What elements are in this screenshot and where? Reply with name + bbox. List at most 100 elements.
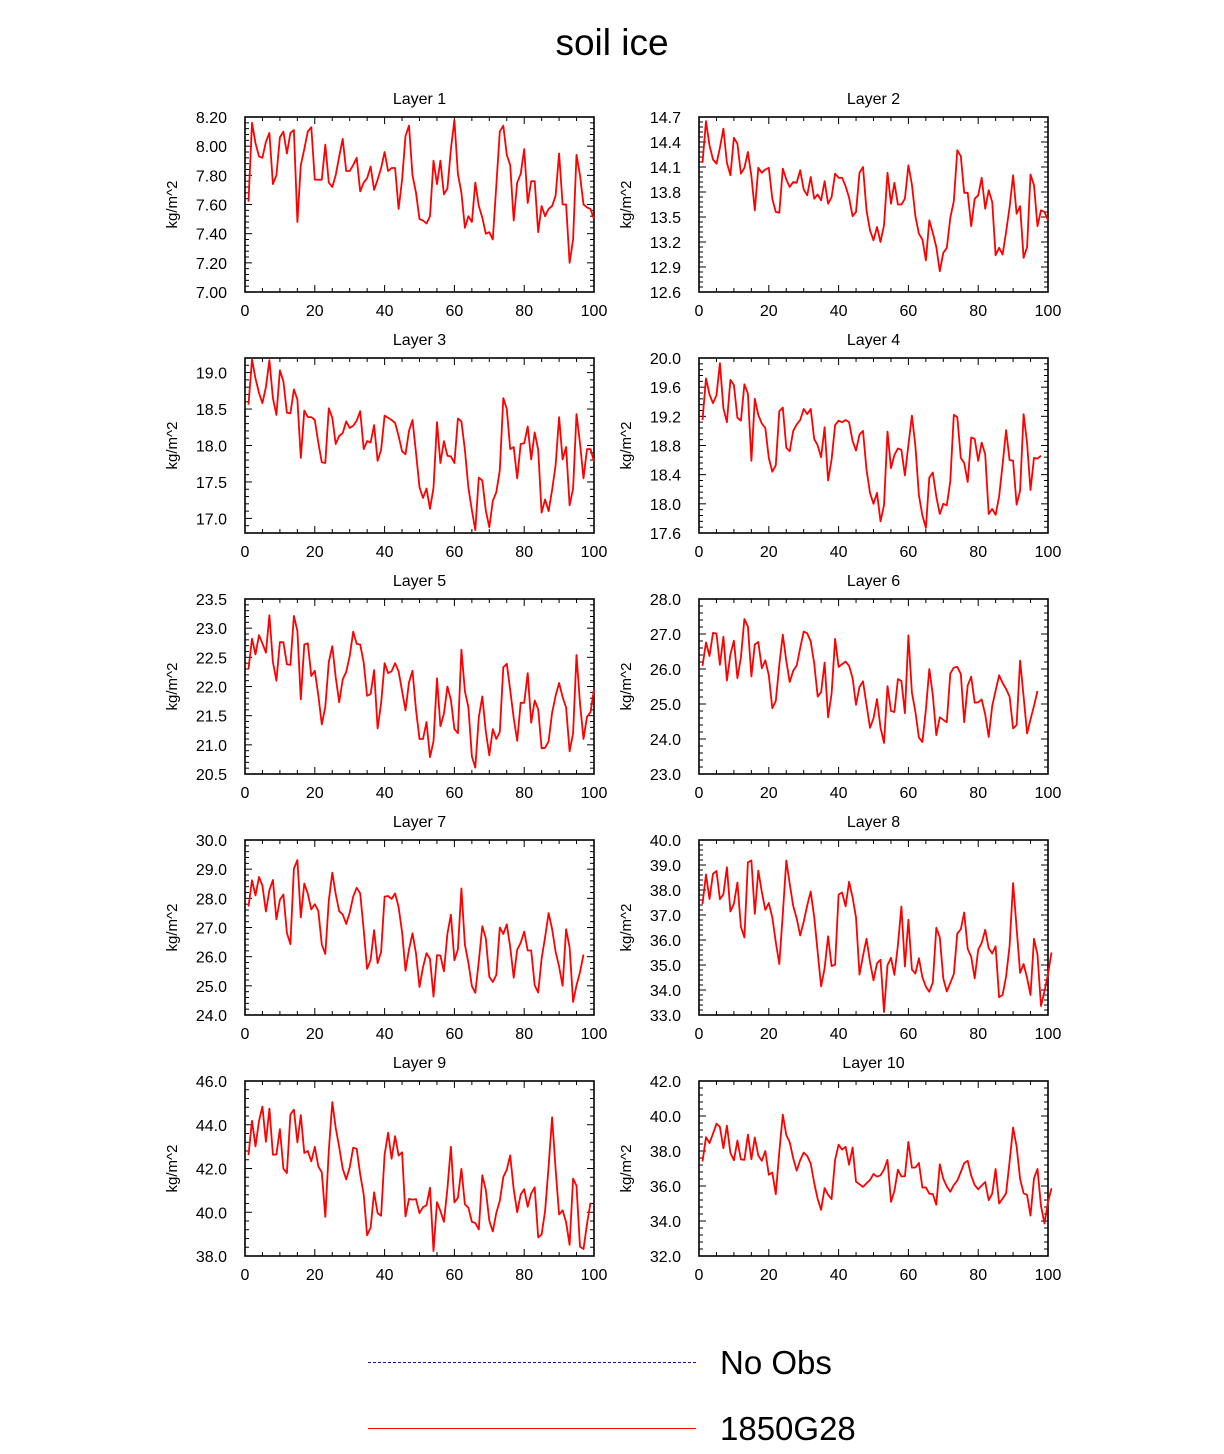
x-tick-label: 100 bbox=[581, 303, 608, 320]
x-tick-label: 0 bbox=[241, 785, 250, 802]
y-tick-label: 34.0 bbox=[650, 1214, 681, 1231]
x-tick-label: 20 bbox=[306, 544, 324, 561]
y-tick-label: 28.0 bbox=[650, 592, 681, 609]
y-axis-label: kg/m^2 bbox=[164, 181, 181, 229]
x-tick-label: 20 bbox=[306, 303, 324, 320]
x-tick-label: 60 bbox=[446, 303, 464, 320]
y-tick-label: 22.5 bbox=[196, 650, 227, 667]
x-tick-label: 0 bbox=[695, 1267, 704, 1284]
x-tick-label: 20 bbox=[306, 1267, 324, 1284]
y-tick-label: 36.0 bbox=[650, 933, 681, 950]
x-tick-label: 80 bbox=[515, 303, 533, 320]
y-tick-label: 13.5 bbox=[650, 210, 681, 227]
y-tick-label: 26.0 bbox=[650, 662, 681, 679]
x-tick-label: 60 bbox=[900, 1267, 918, 1284]
y-tick-label: 20.5 bbox=[196, 767, 227, 784]
x-tick-label: 100 bbox=[581, 785, 608, 802]
x-tick-label: 40 bbox=[376, 1026, 394, 1043]
plot-frame bbox=[244, 839, 595, 1016]
y-tick-label: 40.0 bbox=[196, 1205, 227, 1222]
y-tick-label: 18.8 bbox=[650, 439, 681, 456]
y-tick-label: 23.5 bbox=[196, 592, 227, 609]
y-tick-label: 17.0 bbox=[196, 511, 227, 528]
legend-label-1850g28: 1850G28 bbox=[720, 1410, 856, 1447]
plot-frame bbox=[244, 1080, 595, 1257]
y-tick-label: 14.7 bbox=[650, 110, 681, 127]
x-tick-label: 40 bbox=[830, 1026, 848, 1043]
y-tick-label: 19.2 bbox=[650, 409, 681, 426]
y-tick-label: 25.0 bbox=[196, 979, 227, 996]
y-tick-label: 39.0 bbox=[650, 858, 681, 875]
y-tick-label: 36.0 bbox=[650, 1179, 681, 1196]
y-tick-label: 8.00 bbox=[196, 139, 227, 156]
y-tick-label: 18.0 bbox=[196, 439, 227, 456]
x-tick-label: 20 bbox=[760, 1026, 778, 1043]
x-tick-label: 20 bbox=[760, 303, 778, 320]
series-line-1850g28 bbox=[701, 1113, 1053, 1225]
panel-title: Layer 4 bbox=[847, 332, 900, 349]
y-tick-label: 12.6 bbox=[650, 285, 681, 302]
x-tick-label: 100 bbox=[581, 1026, 608, 1043]
y-tick-label: 18.0 bbox=[650, 497, 681, 514]
x-tick-label: 100 bbox=[1035, 303, 1062, 320]
x-tick-label: 80 bbox=[515, 1026, 533, 1043]
x-tick-label: 100 bbox=[1035, 785, 1062, 802]
series-line-1850g28 bbox=[701, 859, 1053, 1013]
x-tick-label: 100 bbox=[581, 1267, 608, 1284]
panel-title: Layer 5 bbox=[393, 573, 446, 590]
y-tick-label: 42.0 bbox=[196, 1162, 227, 1179]
y-tick-label: 28.0 bbox=[196, 891, 227, 908]
x-tick-label: 60 bbox=[900, 303, 918, 320]
x-tick-label: 100 bbox=[581, 544, 608, 561]
x-tick-label: 80 bbox=[969, 303, 987, 320]
x-tick-label: 0 bbox=[695, 303, 704, 320]
x-tick-label: 100 bbox=[1035, 1026, 1062, 1043]
y-tick-label: 8.20 bbox=[196, 110, 227, 127]
y-axis-label: kg/m^2 bbox=[164, 904, 181, 952]
x-tick-label: 40 bbox=[376, 544, 394, 561]
x-tick-label: 40 bbox=[830, 303, 848, 320]
y-axis-label: kg/m^2 bbox=[164, 663, 181, 711]
series-line-1850g28 bbox=[701, 618, 1039, 744]
y-tick-label: 35.0 bbox=[650, 958, 681, 975]
y-axis-label: kg/m^2 bbox=[164, 1145, 181, 1193]
y-tick-label: 38.0 bbox=[196, 1249, 227, 1266]
y-tick-label: 21.0 bbox=[196, 738, 227, 755]
x-tick-label: 20 bbox=[306, 1026, 324, 1043]
plot-frame bbox=[698, 839, 1049, 1016]
y-tick-label: 21.5 bbox=[196, 709, 227, 726]
y-tick-label: 18.4 bbox=[650, 468, 681, 485]
y-axis-label: kg/m^2 bbox=[164, 422, 181, 470]
y-axis-label: kg/m^2 bbox=[618, 422, 635, 470]
legend-line-1850g28 bbox=[368, 1428, 696, 1429]
y-tick-label: 18.5 bbox=[196, 402, 227, 419]
plot-frame bbox=[698, 598, 1049, 775]
x-tick-label: 80 bbox=[969, 1026, 987, 1043]
x-tick-label: 40 bbox=[830, 1267, 848, 1284]
y-tick-label: 40.0 bbox=[650, 833, 681, 850]
legend-line-no-obs bbox=[368, 1362, 696, 1363]
panel-title: Layer 1 bbox=[393, 91, 446, 108]
y-tick-label: 25.0 bbox=[650, 697, 681, 714]
y-tick-label: 23.0 bbox=[650, 767, 681, 784]
panel-title: Layer 10 bbox=[842, 1055, 904, 1072]
panel-title: Layer 9 bbox=[393, 1055, 446, 1072]
y-tick-label: 12.9 bbox=[650, 260, 681, 277]
x-tick-label: 40 bbox=[376, 303, 394, 320]
plot-frame bbox=[244, 598, 595, 775]
y-tick-label: 26.0 bbox=[196, 950, 227, 967]
series-line-1850g28 bbox=[701, 362, 1042, 529]
x-tick-label: 60 bbox=[446, 544, 464, 561]
x-tick-label: 60 bbox=[900, 785, 918, 802]
y-tick-label: 23.0 bbox=[196, 621, 227, 638]
x-tick-label: 100 bbox=[1035, 544, 1062, 561]
x-tick-label: 0 bbox=[241, 1026, 250, 1043]
legend: No Obs 1850G28 bbox=[0, 1320, 1224, 1447]
